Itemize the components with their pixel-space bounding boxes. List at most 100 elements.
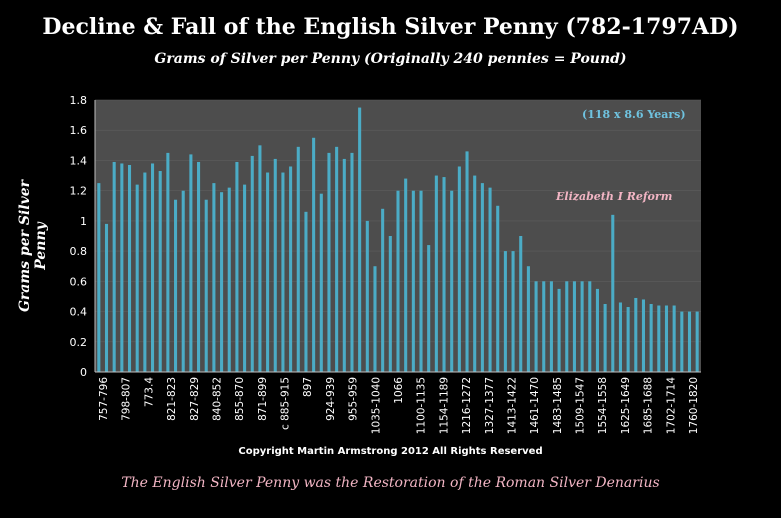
x-tick-label: 871-899: [257, 377, 269, 421]
x-tick-label: c 885-915: [280, 377, 292, 430]
bar: [327, 152, 331, 372]
bar: [542, 281, 546, 372]
x-tick-label: 1216-1272: [461, 377, 473, 434]
bar: [649, 304, 653, 372]
bar: [151, 163, 155, 372]
bars: [97, 107, 699, 372]
bar: [588, 281, 592, 372]
bar: [273, 158, 277, 372]
bar: [189, 154, 193, 372]
bar: [419, 190, 423, 372]
bar: [143, 172, 147, 372]
bar: [381, 208, 385, 372]
x-tick-label: 855-870: [234, 377, 246, 421]
bar: [442, 177, 446, 372]
bar: [158, 171, 162, 372]
bar: [135, 184, 139, 372]
x-tick-label: 840-852: [211, 377, 223, 421]
x-tick-label: 1760-1820: [688, 377, 700, 434]
bar: [634, 297, 638, 372]
copyright-notice: Copyright Martin Armstrong 2012 All Righ…: [238, 446, 543, 457]
bar: [641, 299, 645, 372]
bar: [557, 288, 561, 372]
bar: [250, 155, 254, 372]
bar: [580, 281, 584, 372]
bar: [519, 236, 523, 372]
bar: [396, 190, 400, 372]
bar: [488, 187, 492, 372]
x-tick-label: 1035-1040: [370, 377, 382, 434]
period-note: (118 x 8.6 Years): [582, 108, 686, 121]
bar: [473, 175, 477, 372]
x-tick-label: 955-959: [348, 377, 360, 421]
y-tick-label: 1: [80, 215, 87, 228]
bar: [534, 281, 538, 372]
bar: [565, 281, 569, 372]
x-tick-label: 897: [302, 377, 314, 397]
bar: [480, 183, 484, 372]
elizabeth-reform-annotation: Elizabeth I Reform: [556, 190, 673, 203]
bar: [212, 183, 216, 372]
bar: [680, 311, 684, 372]
y-tick-label: 1.4: [70, 154, 88, 167]
bar: [342, 158, 346, 372]
y-tick-label: 0.2: [70, 336, 88, 349]
bar: [618, 302, 622, 372]
bar: [358, 107, 362, 372]
bar: [266, 172, 270, 372]
bar: [120, 163, 124, 372]
bar: [511, 251, 515, 372]
bar: [112, 161, 116, 372]
footer-caption: The English Silver Penny was the Restora…: [121, 475, 660, 491]
bar: [97, 183, 101, 372]
bar: [664, 305, 669, 372]
bar: [220, 192, 224, 372]
bar: [503, 251, 507, 372]
x-tick-label: 1413-1422: [506, 377, 518, 434]
y-tick-label: 0: [80, 366, 87, 379]
bar: [312, 137, 316, 372]
bar: [335, 146, 339, 372]
x-tick-label: 1685-1688: [643, 377, 655, 434]
x-tick-label: 1066: [393, 377, 405, 404]
bar: [181, 190, 185, 372]
x-tick-labels: 757-796 798-807 773.4 821-823 827-829 840-852…: [98, 377, 700, 435]
y-tick-label: 1.2: [70, 185, 88, 198]
bar: [411, 190, 415, 372]
chart-title: Decline & Fall of the English Silver Pen…: [42, 14, 739, 40]
bar: [450, 190, 454, 372]
y-tick-label: 1.8: [70, 94, 88, 107]
bar: [204, 199, 208, 372]
bar: [496, 205, 500, 372]
y-tick-label: 0.6: [70, 275, 88, 288]
bar: [104, 223, 109, 372]
x-tick-label: 1509-1547: [575, 377, 587, 434]
bar: [243, 184, 247, 372]
bar: [227, 187, 231, 372]
bar: [434, 175, 438, 372]
bar: [404, 178, 408, 372]
bar: [603, 304, 607, 372]
bar: [304, 211, 308, 372]
x-tick-label: 1100-1135: [416, 377, 428, 434]
bar: [595, 288, 599, 372]
y-tick-label: 1.6: [70, 124, 88, 137]
x-tick-label: 1154-1189: [438, 377, 450, 434]
bar: [289, 166, 293, 372]
x-tick-label: 1461-1470: [529, 377, 541, 434]
x-tick-label: 798-807: [121, 377, 133, 421]
bar: [373, 266, 377, 372]
bar: [350, 152, 354, 372]
x-tick-label: 827-829: [189, 377, 201, 421]
x-tick-label: 924-939: [325, 377, 337, 421]
bar: [457, 166, 461, 372]
bar: [427, 245, 431, 372]
bar: [174, 199, 178, 372]
bar: [281, 172, 285, 372]
y-tick-label: 0.4: [70, 306, 88, 319]
bar: [388, 236, 392, 372]
y-tick-label: 0.8: [70, 245, 88, 258]
bar: [672, 305, 676, 372]
x-tick-label: 757-796: [98, 377, 110, 421]
bar: [197, 161, 201, 372]
